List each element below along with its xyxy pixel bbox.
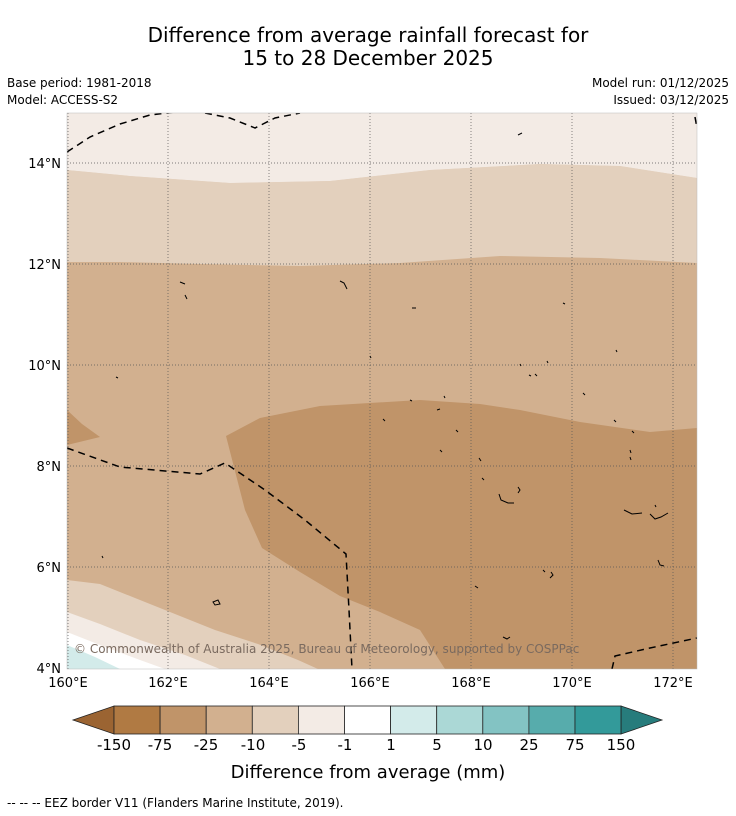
colorbar-label: -150 [96,736,132,754]
model-run: Model run: 01/12/2025 [591,76,729,90]
latitude-labels: 14°N 12°N 10°N 8°N 6°N 4°N [28,157,61,677]
colorbar-extend-high [620,705,664,735]
lat-label: 14°N [28,157,61,172]
base-period: Base period: 1981-2018 [7,76,152,90]
eez-borders [67,113,697,669]
lat-label: 10°N [28,359,61,374]
eez-footnote: -- -- -- EEZ border V11 (Flanders Marine… [7,796,344,810]
title-line2: 15 to 28 December 2025 [242,46,494,70]
lon-label: 160°E [48,676,88,691]
lon-label: 172°E [653,676,693,691]
colorbar-label: -75 [147,736,173,754]
region-minus-25-to-75 [226,400,697,669]
colorbar-segment [205,705,253,735]
lat-label: 8°N [37,460,62,475]
colorbar-segment [436,705,484,735]
lat-label: 4°N [37,662,62,677]
colorbar-segment [528,705,576,735]
copyright-notice: © Commonwealth of Australia 2025, Bureau… [74,642,579,656]
lat-label: 12°N [28,258,61,273]
lon-label: 168°E [451,676,491,691]
region-minus-5-to-10-band [67,164,697,266]
lon-label: 170°E [552,676,592,691]
colorbar-segment [482,705,530,735]
model-name: Model: ACCESS-S2 [7,93,119,107]
colorbar-label: -5 [291,736,307,754]
colorbar-segment [113,705,161,735]
map-frame [66,112,698,670]
colorbar-extend-low [71,705,115,735]
colorbar-label: 75 [565,736,585,754]
lon-label: 164°E [249,676,289,691]
colorbar-segment [390,705,438,735]
colorbar-segment [251,705,299,735]
longitude-labels: 160°E 162°E 164°E 166°E 168°E 170°E 172°… [48,676,693,691]
colorbar-label: 1 [386,736,396,754]
colorbar-label: 150 [606,736,636,754]
colorbar-segment [297,705,345,735]
issued-date: Issued: 03/12/2025 [613,93,729,107]
region-minus-1-to-5-north [67,113,697,183]
colorbar-label: 10 [473,736,493,754]
colorbar-segment [574,705,622,735]
region-plus-1-to-5 [67,645,120,669]
rainfall-anomaly-map: © Commonwealth of Australia 2025, Bureau… [28,112,698,735]
colorbar-label: 25 [519,736,539,754]
colorbar [71,705,664,735]
colorbar-label: -25 [193,736,219,754]
colorbar-title: Difference from average (mm) [230,762,506,783]
colorbar-label: 5 [432,736,442,754]
map-plot-area: © Commonwealth of Australia 2025, Bureau… [67,113,697,669]
islands [101,132,669,640]
colorbar-segment [159,705,207,735]
colorbar-label: -10 [240,736,266,754]
graticule [67,113,697,669]
colorbar-label: -1 [337,736,353,754]
lat-label: 6°N [37,561,62,576]
lon-label: 166°E [350,676,390,691]
region-minus-25-to-75-west [67,410,100,445]
lon-label: 162°E [148,676,188,691]
colorbar-segment [344,705,391,735]
title-line1: Difference from average rainfall forecas… [147,23,589,47]
